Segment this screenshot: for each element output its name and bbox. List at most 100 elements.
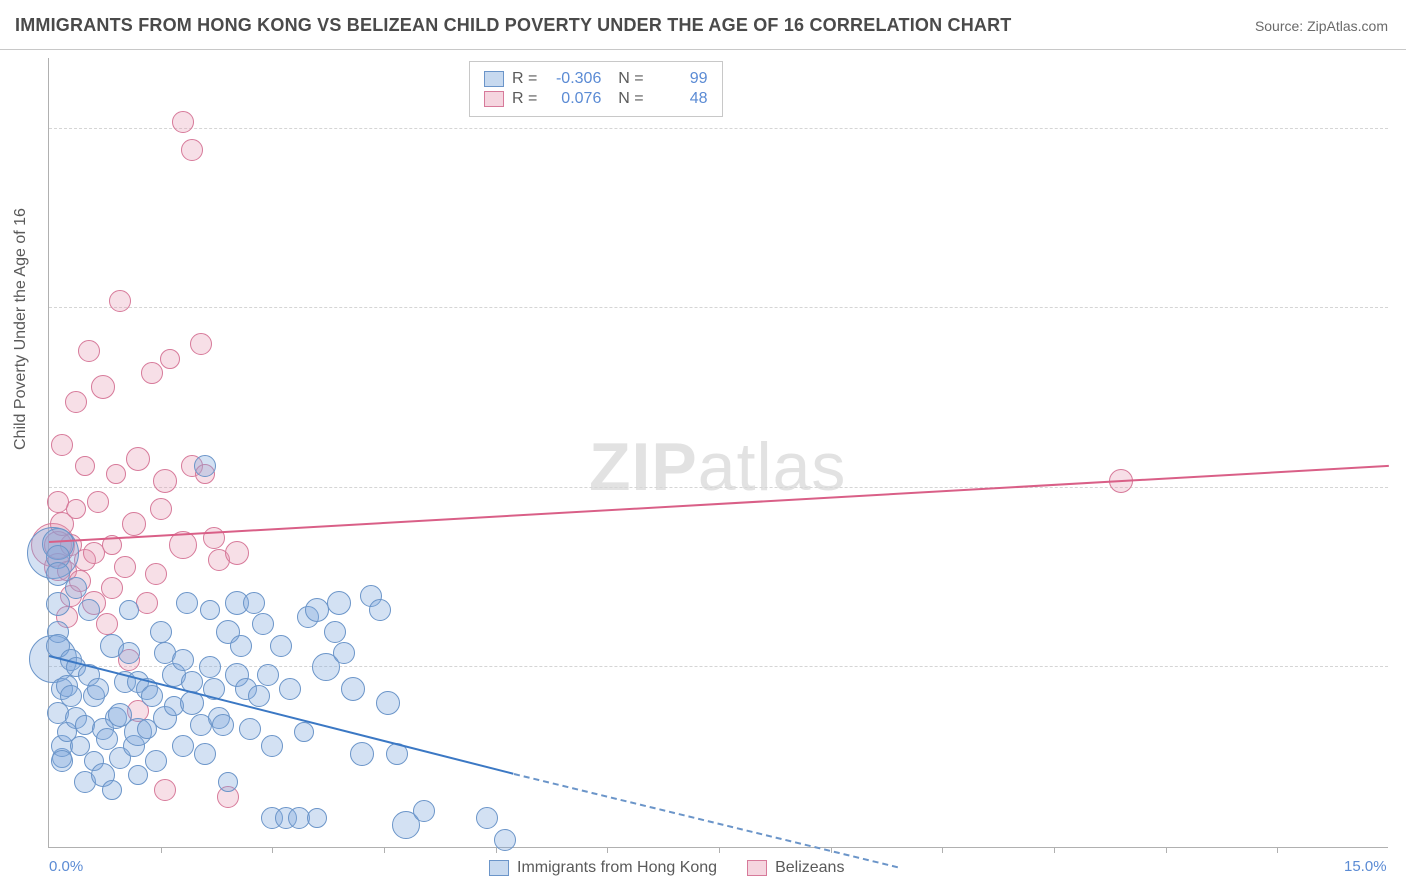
x-tick (1166, 847, 1167, 853)
scatter-point (141, 685, 163, 707)
x-tick (384, 847, 385, 853)
y-axis-label: Child Poverty Under the Age of 16 (12, 208, 30, 450)
scatter-point (248, 685, 270, 707)
legend-item-belizean: Belizeans (747, 859, 844, 877)
y-tick-label: 37.5% (1395, 283, 1406, 300)
gridline-h (49, 307, 1388, 308)
scatter-point (218, 772, 238, 792)
chart-title: IMMIGRANTS FROM HONG KONG VS BELIZEAN CH… (15, 15, 1012, 36)
scatter-point (307, 808, 327, 828)
scatter-point (153, 469, 177, 493)
scatter-point (327, 591, 351, 615)
scatter-point (75, 456, 95, 476)
scatter-point (257, 664, 279, 686)
legend-row-belizean: R = 0.076 N = 48 (484, 90, 708, 108)
trend-line (513, 773, 898, 868)
x-tick (161, 847, 162, 853)
scatter-point (65, 391, 87, 413)
n-value-hk: 99 (652, 70, 708, 88)
trend-line (49, 464, 1389, 542)
scatter-point (194, 455, 216, 477)
x-tick (1054, 847, 1055, 853)
scatter-point (145, 563, 167, 585)
correlation-legend: R = -0.306 N = 99 R = 0.076 N = 48 (469, 61, 723, 117)
scatter-point (65, 577, 87, 599)
x-tick (607, 847, 608, 853)
scatter-point (199, 656, 221, 678)
scatter-point (239, 718, 261, 740)
scatter-point (60, 685, 82, 707)
scatter-point (51, 434, 73, 456)
scatter-point (109, 290, 131, 312)
r-label: R = (512, 90, 537, 108)
scatter-point (341, 677, 365, 701)
scatter-point (150, 621, 172, 643)
legend-label-hk: Immigrants from Hong Kong (517, 859, 717, 877)
scatter-point (279, 678, 301, 700)
gridline-h (49, 666, 1388, 667)
r-value-hk: -0.306 (545, 70, 601, 88)
scatter-point (225, 541, 249, 565)
scatter-point (172, 735, 194, 757)
scatter-point (252, 613, 274, 635)
chart-header: IMMIGRANTS FROM HONG KONG VS BELIZEAN CH… (0, 0, 1406, 50)
scatter-point (243, 592, 265, 614)
scatter-point (305, 598, 329, 622)
n-value-bz: 48 (652, 90, 708, 108)
scatter-point (333, 642, 355, 664)
scatter-point (154, 779, 176, 801)
scatter-point (96, 613, 118, 635)
scatter-point (172, 111, 194, 133)
x-tick-label: 15.0% (1344, 858, 1387, 875)
scatter-point (78, 599, 100, 621)
scatter-point (136, 592, 158, 614)
scatter-point (101, 577, 123, 599)
swatch-pink-icon (747, 860, 767, 876)
scatter-point (324, 621, 346, 643)
y-tick-label: 50.0% (1395, 103, 1406, 120)
scatter-point (200, 600, 220, 620)
x-tick (1277, 847, 1278, 853)
scatter-point (172, 649, 194, 671)
legend-item-hongkong: Immigrants from Hong Kong (489, 859, 717, 877)
scatter-point (150, 498, 172, 520)
gridline-h (49, 128, 1388, 129)
chart-area: ZIPatlas R = -0.306 N = 99 R = 0.076 N =… (48, 58, 1388, 848)
y-tick-label: 25.0% (1395, 462, 1406, 479)
scatter-point (106, 464, 126, 484)
scatter-point (476, 807, 498, 829)
scatter-point (350, 742, 374, 766)
scatter-point (128, 765, 148, 785)
scatter-point (96, 728, 118, 750)
gridline-h (49, 487, 1388, 488)
swatch-blue-icon (484, 71, 504, 87)
r-value-bz: 0.076 (545, 90, 601, 108)
legend-row-hongkong: R = -0.306 N = 99 (484, 70, 708, 88)
scatter-point (194, 743, 216, 765)
scatter-point (141, 362, 163, 384)
x-tick (272, 847, 273, 853)
scatter-point (270, 635, 292, 657)
scatter-point (119, 600, 139, 620)
scatter-point (91, 375, 115, 399)
scatter-point (46, 592, 70, 616)
scatter-point (87, 491, 109, 513)
scatter-point (494, 829, 516, 851)
series-legend: Immigrants from Hong Kong Belizeans (489, 859, 844, 877)
scatter-point (102, 780, 122, 800)
x-tick (719, 847, 720, 853)
scatter-point (230, 635, 252, 657)
scatter-point (145, 750, 167, 772)
n-label: N = (609, 90, 643, 108)
scatter-point (176, 592, 198, 614)
x-tick-label: 0.0% (49, 858, 83, 875)
scatter-point (114, 556, 136, 578)
n-label: N = (609, 70, 643, 88)
scatter-point (122, 512, 146, 536)
scatter-point (190, 333, 212, 355)
scatter-point (369, 599, 391, 621)
source-attribution: Source: ZipAtlas.com (1255, 18, 1388, 34)
scatter-point (413, 800, 435, 822)
plot-region: ZIPatlas R = -0.306 N = 99 R = 0.076 N =… (48, 58, 1388, 848)
scatter-point (212, 714, 234, 736)
